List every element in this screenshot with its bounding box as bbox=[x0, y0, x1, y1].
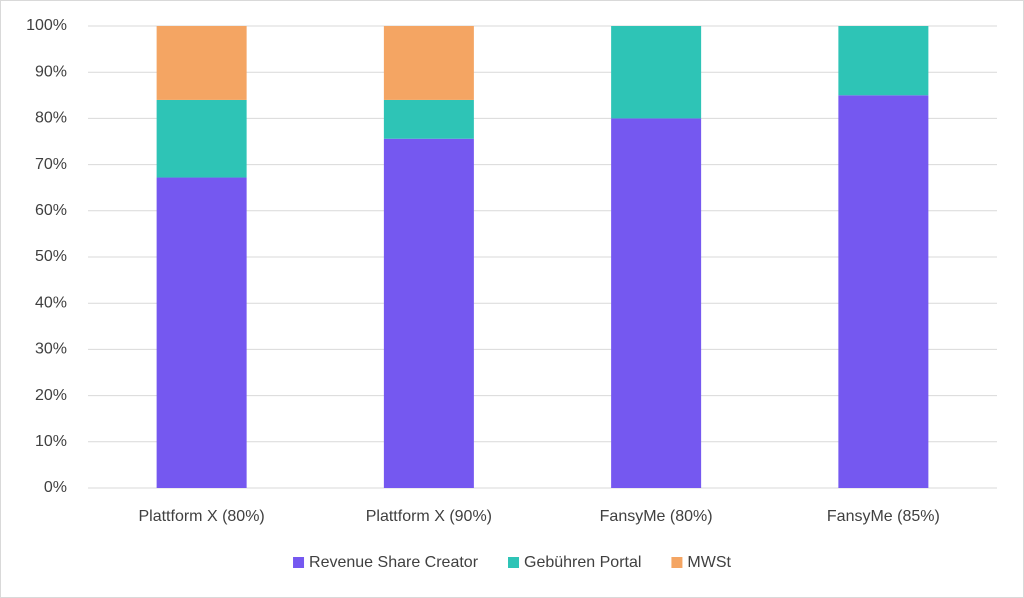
y-tick-label: 20% bbox=[35, 387, 67, 404]
bar-segment bbox=[156, 177, 247, 488]
x-tick-label: Plattform X (80%) bbox=[138, 508, 264, 525]
bar-segment bbox=[383, 99, 474, 139]
x-tick-label: FansyMe (80%) bbox=[600, 508, 713, 525]
x-tick-label: Plattform X (90%) bbox=[366, 508, 492, 525]
y-tick-label: 70% bbox=[35, 156, 67, 173]
legend-swatch bbox=[508, 557, 520, 568]
legend-swatch bbox=[671, 557, 683, 568]
y-tick-label: 40% bbox=[35, 294, 67, 311]
y-tick-label: 90% bbox=[35, 63, 67, 80]
legend-label: Gebühren Portal bbox=[524, 554, 641, 571]
y-tick-label: 50% bbox=[35, 248, 67, 265]
legend-label: Revenue Share Creator bbox=[309, 554, 479, 571]
bar-segment bbox=[611, 118, 702, 489]
y-tick-label: 30% bbox=[35, 341, 67, 358]
legend-label: MWSt bbox=[687, 554, 731, 571]
bar-segment bbox=[156, 99, 247, 178]
bar-segment bbox=[383, 138, 474, 488]
x-tick-label: FansyMe (85%) bbox=[827, 508, 940, 525]
y-tick-label: 60% bbox=[35, 202, 67, 219]
y-tick-label: 10% bbox=[35, 433, 67, 450]
y-tick-label: 80% bbox=[35, 110, 67, 127]
bar-segment bbox=[156, 26, 247, 100]
y-tick-label: 0% bbox=[44, 479, 67, 496]
bar-segment bbox=[838, 26, 929, 96]
legend-swatch bbox=[293, 557, 305, 568]
bar-segment bbox=[838, 95, 929, 489]
bar-segment bbox=[383, 26, 474, 100]
y-tick-label: 100% bbox=[26, 17, 67, 34]
bar-segment bbox=[611, 26, 702, 119]
